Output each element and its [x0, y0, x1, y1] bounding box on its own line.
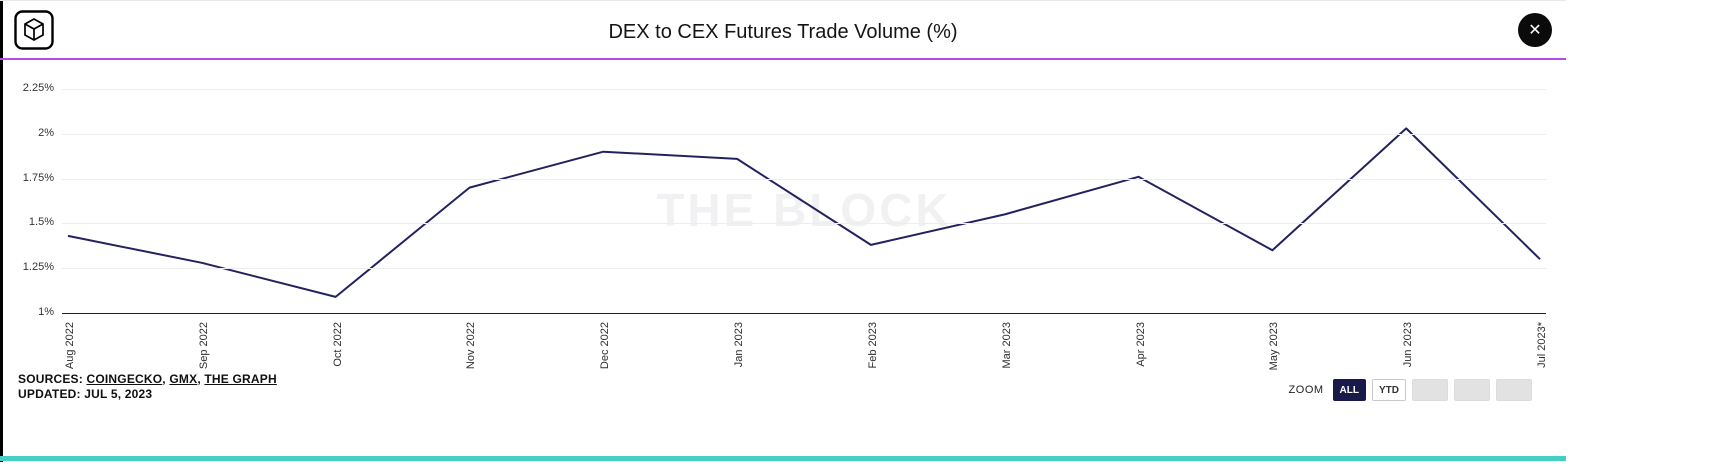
- source-link-coingecko[interactable]: COINGECKO: [86, 372, 163, 386]
- updated-label: UPDATED: JUL 5, 2023: [18, 387, 153, 401]
- gridline: [62, 89, 1546, 90]
- x-axis-line: [62, 313, 1546, 314]
- zoom-controls: ZOOM ALL YTD: [1289, 379, 1532, 401]
- gridline: [62, 133, 1546, 135]
- zoom-button-all[interactable]: ALL: [1332, 379, 1366, 401]
- x-axis-label: May 2023: [1268, 322, 1281, 371]
- zoom-label: ZOOM: [1288, 384, 1324, 396]
- sources-label: SOURCES:: [18, 372, 87, 386]
- the-block-logo-icon: [14, 10, 54, 50]
- zoom-buttons: ALL YTD: [1332, 379, 1532, 401]
- sources-line: SOURCES: COINGECKO, GMX, THE GRAPH: [18, 372, 277, 387]
- gridline: [62, 178, 1546, 180]
- separator: ,: [197, 372, 205, 386]
- line-chart-svg: [67, 127, 1541, 298]
- x-axis-label: Mar 2023: [1000, 322, 1013, 369]
- gridline: [62, 223, 1546, 225]
- x-axis-label: Jul 2023*: [1536, 322, 1548, 368]
- bottom-teal-bar: [0, 456, 1566, 461]
- source-link-the-graph[interactable]: THE GRAPH: [204, 372, 277, 386]
- x-axis-label: Feb 2023: [866, 322, 879, 369]
- header-accent-divider: [0, 58, 1566, 60]
- source-link-gmx[interactable]: GMX: [169, 372, 198, 386]
- x-axis-label: Jan 2023: [733, 322, 746, 368]
- zoom-button-ytd[interactable]: YTD: [1372, 379, 1406, 401]
- sources-block: SOURCES: COINGECKO, GMX, THE GRAPH UPDAT…: [18, 372, 277, 402]
- y-axis-label: 1%: [38, 306, 54, 318]
- x-axis-label: Oct 2022: [331, 322, 344, 367]
- separator: ,: [162, 372, 170, 386]
- y-axis-label: 2%: [38, 126, 54, 139]
- close-icon: ✕: [1528, 22, 1542, 39]
- top-border: [0, 0, 1566, 1]
- gridline: [62, 268, 1546, 270]
- zoom-button-blank-3[interactable]: [1454, 379, 1490, 401]
- close-button[interactable]: ✕: [1518, 13, 1552, 47]
- x-axis-label: Nov 2022: [465, 322, 478, 370]
- x-axis-label: Aug 2022: [64, 322, 76, 370]
- chart-title: DEX to CEX Futures Trade Volume (%): [608, 21, 958, 43]
- x-axis-label: Apr 2023: [1134, 322, 1147, 367]
- y-axis-label: 2.25%: [22, 82, 54, 94]
- zoom-button-blank-4[interactable]: [1496, 379, 1532, 401]
- y-axis-label: 1.5%: [28, 216, 54, 229]
- x-axis-label: Dec 2022: [599, 322, 612, 370]
- y-axis-label: 1.75%: [22, 171, 54, 184]
- y-axis-label: 1.25%: [22, 261, 54, 274]
- plot-area: THE BLOCK: [62, 89, 1546, 314]
- left-border: [0, 0, 3, 462]
- x-axis-label: Sep 2022: [197, 322, 210, 370]
- trend-line: [67, 127, 1541, 298]
- x-axis-label: Jun 2023: [1402, 322, 1415, 368]
- zoom-button-blank-2[interactable]: [1412, 379, 1448, 401]
